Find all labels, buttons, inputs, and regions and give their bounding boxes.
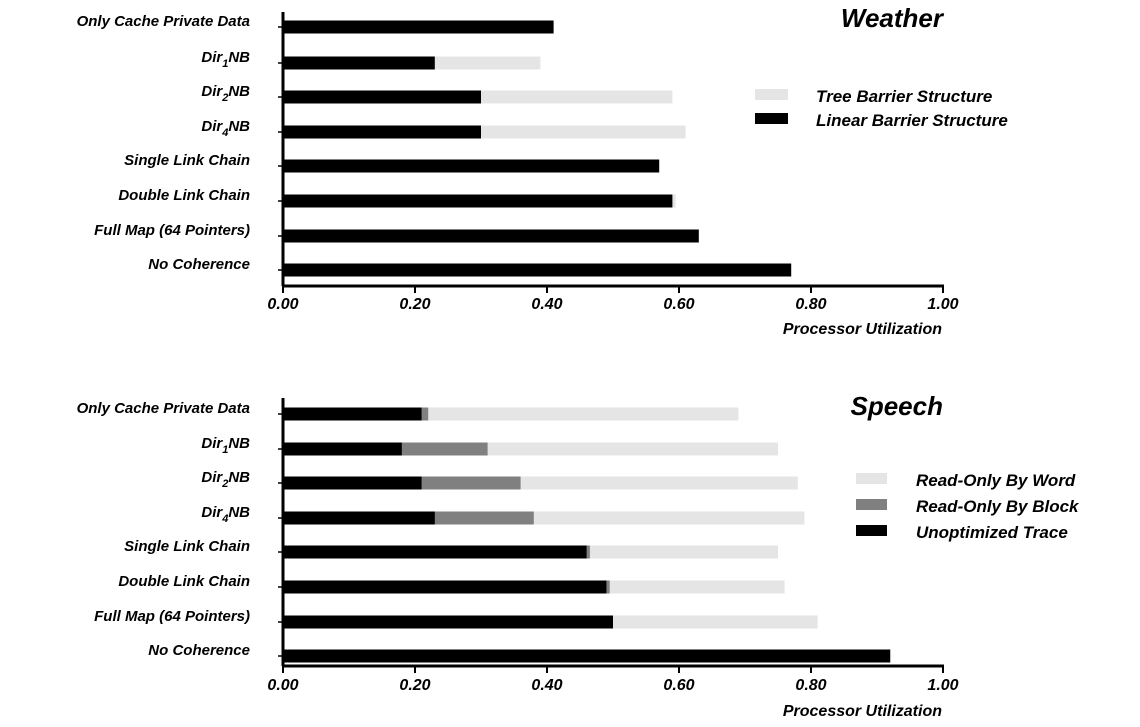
x-tick-label: 1.00	[927, 296, 958, 313]
category-label-main: Dir	[201, 435, 223, 452]
category-label-main: Dir	[201, 49, 223, 66]
category-label-subscript: 2	[221, 92, 228, 104]
legend-label: Linear Barrier Structure	[816, 111, 1008, 130]
category-label-subscript: 4	[221, 127, 228, 139]
legend-label: Tree Barrier Structure	[816, 87, 992, 106]
x-tick-label: 0.60	[663, 296, 694, 313]
x-axis-label: Processor Utilization	[783, 703, 942, 720]
legend-label: Read-Only By Word	[916, 471, 1076, 490]
category-label-main: Double Link Chain	[118, 573, 250, 590]
category-label-main: Only Cache Private Data	[77, 13, 250, 30]
weather-chart: 0.00 0.20 0.40 0.60 0.80 1.00 Only Cache Priva…	[77, 3, 1008, 338]
x-tick-label: 0.80	[795, 296, 826, 313]
category-label-main: Double Link Chain	[118, 187, 250, 204]
bar-linear-barrier-structure	[283, 195, 672, 208]
legend-swatch	[755, 113, 788, 124]
category-label: Dir4NB	[201, 118, 250, 139]
category-label: Dir2NB	[201, 469, 250, 490]
category-label: Only Cache Private Data	[77, 400, 250, 417]
category-label-main: Only Cache Private Data	[77, 400, 250, 417]
bar-linear-barrier-structure	[283, 160, 659, 173]
bar-unoptimized-trace	[283, 443, 402, 456]
legend-swatch	[856, 525, 887, 536]
category-label-subscript: 2	[221, 478, 228, 490]
bar-linear-barrier-structure	[283, 57, 435, 70]
category-label-suffix: NB	[228, 83, 250, 100]
chart-title: Weather	[841, 3, 945, 33]
legend-label: Unoptimized Trace	[916, 523, 1068, 542]
category-label: No Coherence	[148, 642, 250, 659]
x-axis-label: Processor Utilization	[783, 321, 942, 338]
x-tick-label: 0.60	[663, 677, 694, 694]
speech-chart: 0.00 0.20 0.40 0.60 0.80 1.00 Only Cache Priva…	[77, 391, 1080, 720]
category-label: Double Link Chain	[118, 573, 250, 590]
category-label: Full Map (64 Pointers)	[94, 608, 250, 625]
category-label: Single Link Chain	[124, 538, 250, 555]
category-label-main: No Coherence	[148, 642, 250, 659]
bar-linear-barrier-structure	[283, 230, 699, 243]
category-label-suffix: NB	[228, 469, 250, 486]
x-tick-label: 1.00	[927, 677, 958, 694]
category-label: Dir2NB	[201, 83, 250, 104]
category-label-suffix: NB	[228, 435, 250, 452]
legend-swatch	[856, 473, 887, 484]
bar-unoptimized-trace	[283, 650, 890, 663]
category-label: Dir1NB	[201, 49, 250, 70]
category-label: No Coherence	[148, 256, 250, 273]
category-label: Dir4NB	[201, 504, 250, 525]
category-label-main: Full Map (64 Pointers)	[94, 608, 250, 625]
bar-linear-barrier-structure	[283, 264, 791, 277]
bar-unoptimized-trace	[283, 581, 606, 594]
category-label: Double Link Chain	[118, 187, 250, 204]
x-tick-label: 0.00	[267, 296, 298, 313]
x-tick-label: 0.20	[399, 296, 430, 313]
category-label: Dir1NB	[201, 435, 250, 456]
bar-unoptimized-trace	[283, 616, 613, 629]
bar-unoptimized-trace	[283, 546, 587, 559]
category-label: Single Link Chain	[124, 152, 250, 169]
bar-linear-barrier-structure	[283, 91, 481, 104]
bar-linear-barrier-structure	[283, 21, 554, 34]
legend-swatch	[755, 89, 788, 100]
category-label-main: No Coherence	[148, 256, 250, 273]
category-label: Full Map (64 Pointers)	[94, 222, 250, 239]
legend-swatch	[856, 499, 887, 510]
category-label-main: Dir	[201, 118, 223, 135]
bar-linear-barrier-structure	[283, 126, 481, 139]
category-label-main: Single Link Chain	[124, 152, 250, 169]
legend-label: Read-Only By Block	[916, 497, 1080, 516]
chart-title: Speech	[851, 391, 944, 421]
bar-unoptimized-trace	[283, 408, 422, 421]
category-label-main: Dir	[201, 504, 223, 521]
x-tick-label: 0.40	[531, 296, 562, 313]
x-tick-label: 0.20	[399, 677, 430, 694]
bar-unoptimized-trace	[283, 512, 435, 525]
x-tick-label: 0.40	[531, 677, 562, 694]
category-label-main: Full Map (64 Pointers)	[94, 222, 250, 239]
x-tick-label: 0.00	[267, 677, 298, 694]
x-tick-label: 0.80	[795, 677, 826, 694]
bar-unoptimized-trace	[283, 477, 422, 490]
category-label-main: Dir	[201, 83, 223, 100]
category-label-suffix: NB	[228, 504, 250, 521]
category-label: Only Cache Private Data	[77, 13, 250, 30]
category-label-suffix: NB	[228, 49, 250, 66]
category-label-suffix: NB	[228, 118, 250, 135]
category-label-main: Dir	[201, 469, 223, 486]
category-label-main: Single Link Chain	[124, 538, 250, 555]
category-label-subscript: 4	[221, 513, 228, 525]
